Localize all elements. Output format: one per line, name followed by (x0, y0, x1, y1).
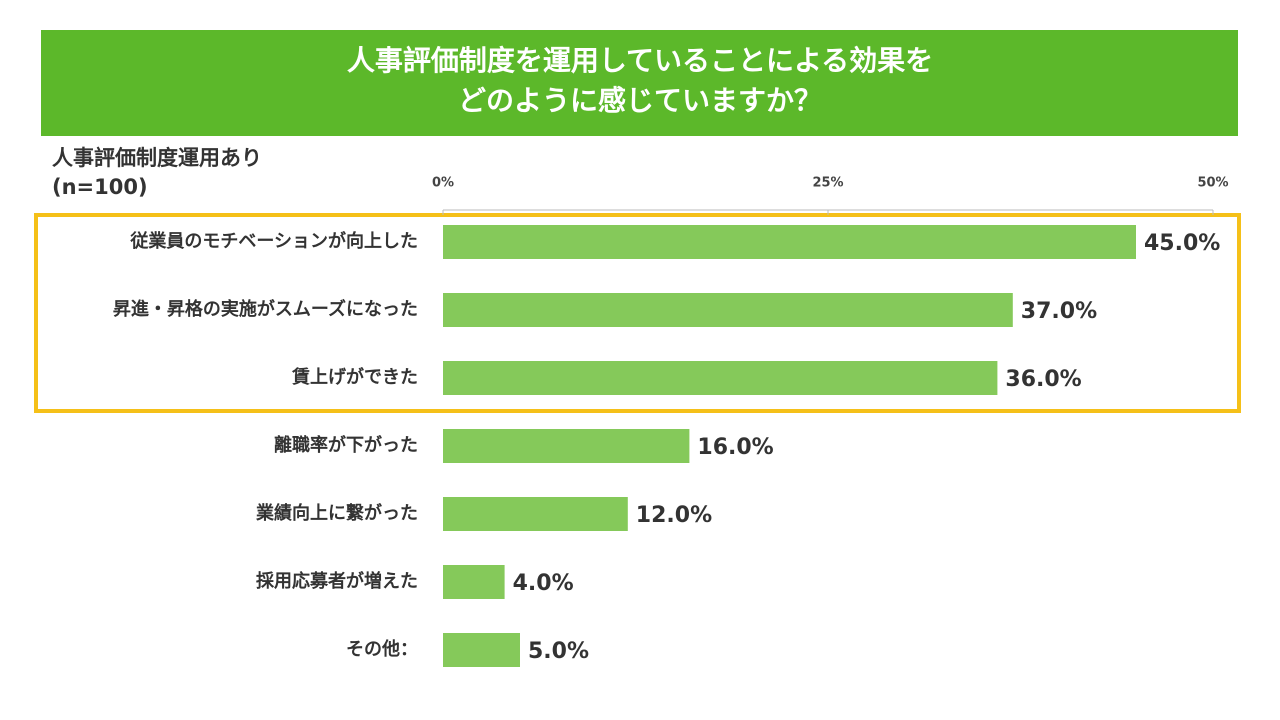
value-label: 12.0% (636, 503, 712, 528)
bar (443, 633, 520, 667)
value-label: 36.0% (1005, 367, 1081, 392)
bar (443, 361, 998, 395)
x-tick-label: 50% (1197, 176, 1228, 191)
category-label: 賃上げができた (291, 366, 418, 388)
category-label: 従業員のモチベーションが向上した (129, 230, 418, 252)
category-label: 昇進・昇格の実施がスムーズになった (113, 298, 418, 320)
bar (443, 565, 505, 599)
title-banner (41, 30, 1238, 136)
x-tick-label: 25% (812, 176, 843, 191)
value-label: 5.0% (528, 639, 589, 664)
category-label: 離職率が下がった (274, 434, 418, 456)
category-label: その他： (346, 638, 418, 660)
bar (443, 497, 628, 531)
highlight-box (34, 213, 1241, 413)
value-label: 4.0% (513, 571, 574, 596)
subtitle: 人事評価制度運用あり (52, 146, 262, 170)
x-tick-label: 0% (432, 176, 454, 191)
category-label: 採用応募者が増えた (256, 570, 418, 592)
bar (443, 293, 1013, 327)
subtitle: (n=100) (52, 175, 148, 199)
category-label: 業績向上に繋がった (255, 502, 418, 524)
bar (443, 429, 690, 463)
chart-title: どのように感じていますか？ (458, 84, 822, 117)
value-label: 16.0% (697, 435, 773, 460)
chart-title: 人事評価制度を運用していることによる効果を (347, 44, 933, 77)
bar (443, 225, 1136, 259)
value-label: 45.0% (1144, 231, 1220, 256)
value-label: 37.0% (1021, 299, 1097, 324)
